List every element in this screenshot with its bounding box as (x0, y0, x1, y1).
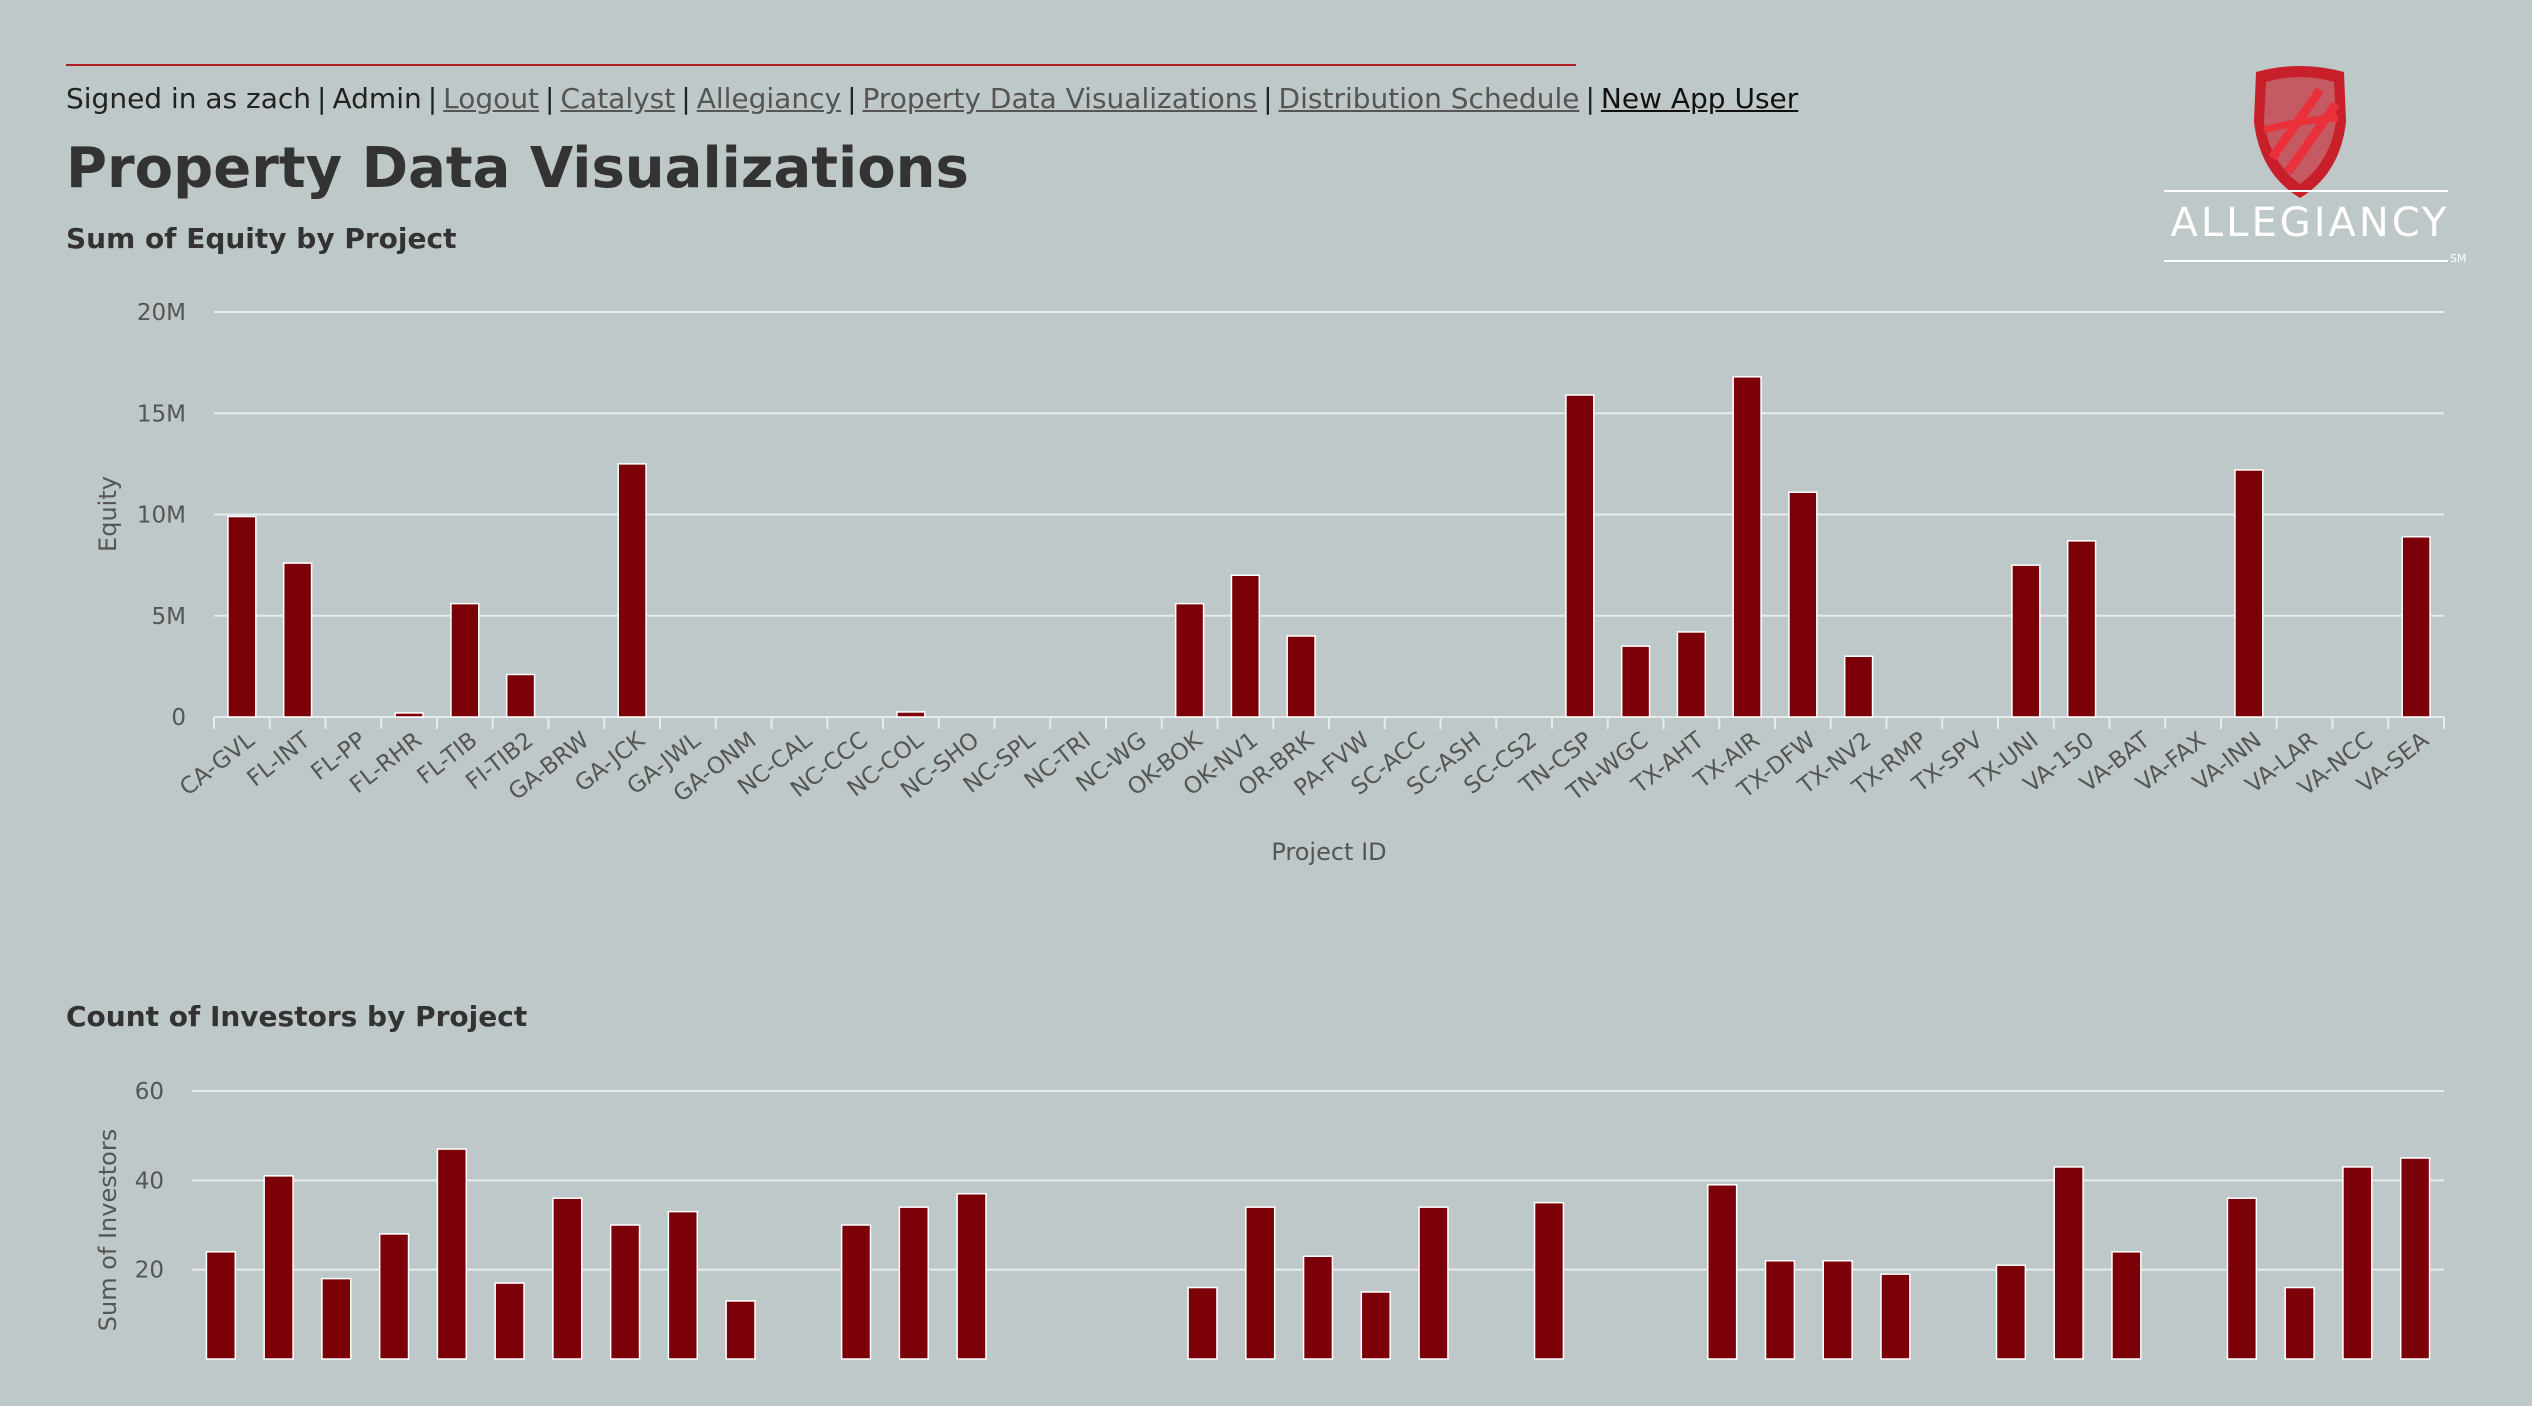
y-tick-label: 10M (137, 503, 186, 529)
bar[interactable] (617, 463, 647, 718)
bar[interactable] (494, 1282, 525, 1360)
bar[interactable] (725, 1300, 756, 1360)
bar[interactable] (1620, 645, 1651, 718)
bar[interactable] (2399, 1157, 2431, 1360)
bar[interactable] (898, 1206, 929, 1360)
bar[interactable] (321, 1277, 352, 1360)
bar[interactable] (2401, 536, 2431, 718)
bar[interactable] (609, 1224, 641, 1360)
bar[interactable] (1533, 1201, 1565, 1360)
x-axis-label: Project ID (1271, 838, 1386, 866)
bar[interactable] (1880, 1273, 1911, 1360)
y-tick-label: 60 (135, 1079, 164, 1105)
y-tick-label: 5M (152, 604, 186, 630)
y-axis-label: Equity (94, 476, 122, 552)
bar[interactable] (1822, 1259, 1853, 1360)
bar[interactable] (1676, 631, 1707, 718)
distribution-schedule-link[interactable]: Distribution Schedule (1278, 82, 1580, 115)
bar[interactable] (1286, 635, 1316, 718)
allegiancy-logo[interactable]: ALLEGIANCY SM (2160, 62, 2466, 272)
x-tick-label: CA-GVL (175, 727, 260, 801)
top-nav: Signed in as zach | Admin | Logout | Catalyst |… (66, 82, 1799, 115)
new-app-user-link[interactable]: New App User (1600, 82, 1799, 115)
logo-rule-top (2164, 190, 2448, 192)
y-axis-label: Sum of Investors (94, 1129, 122, 1331)
bar[interactable] (2053, 1166, 2084, 1360)
bar[interactable] (1302, 1255, 1334, 1360)
bar[interactable] (1764, 1259, 1796, 1360)
bar[interactable] (1245, 1206, 1276, 1360)
bar[interactable] (1174, 602, 1205, 718)
bar[interactable] (2111, 1251, 2142, 1360)
bar[interactable] (1418, 1206, 1449, 1360)
investors-chart-title: Count of Investors by Project (66, 1000, 528, 1033)
y-tick-label: 0 (171, 705, 186, 731)
bar[interactable] (2284, 1286, 2315, 1360)
logout-link[interactable]: Logout (443, 82, 540, 115)
bar[interactable] (2342, 1166, 2373, 1360)
bar[interactable] (227, 515, 257, 718)
bar[interactable] (436, 1148, 468, 1360)
y-tick-label: 20M (137, 300, 186, 326)
bar[interactable] (205, 1251, 237, 1360)
role-text: Admin (332, 82, 422, 115)
bar[interactable] (1732, 376, 1762, 718)
bar[interactable] (840, 1224, 872, 1360)
catalyst-link[interactable]: Catalyst (560, 82, 676, 115)
signed-in-text: Signed in as zach (66, 82, 312, 115)
bar[interactable] (2011, 564, 2041, 718)
property-data-visualizations-link[interactable]: Property Data Visualizations (862, 82, 1258, 115)
logo-sm-mark: SM (2450, 252, 2467, 265)
bar[interactable] (552, 1197, 583, 1360)
bar[interactable] (282, 562, 313, 718)
bar[interactable] (1788, 491, 1818, 718)
bar[interactable] (1230, 574, 1261, 718)
bar[interactable] (2234, 469, 2264, 718)
page-title: Property Data Visualizations (66, 136, 969, 201)
bar[interactable] (2066, 540, 2097, 718)
y-tick-label: 15M (137, 401, 186, 427)
allegiancy-link[interactable]: Allegiancy (696, 82, 842, 115)
bar[interactable] (394, 712, 424, 718)
x-tick-label: FL-INT (243, 727, 316, 792)
bar[interactable] (1187, 1286, 1218, 1360)
top-rule (66, 64, 1576, 66)
bar[interactable] (896, 711, 926, 718)
bar[interactable] (1707, 1184, 1738, 1360)
y-tick-label: 20 (135, 1258, 164, 1284)
y-tick-label: 40 (135, 1168, 164, 1194)
bar[interactable] (378, 1233, 410, 1360)
bar[interactable] (667, 1210, 699, 1360)
bar[interactable] (505, 673, 536, 718)
logo-text: ALLEGIANCY (2170, 200, 2450, 246)
bar[interactable] (1995, 1264, 2027, 1360)
bar[interactable] (956, 1192, 987, 1360)
bar[interactable] (1843, 655, 1874, 718)
equity-bar-chart: 05M10M15M20MCA-GVLFL-INTFL-PPFL-RHRFL-TI… (94, 300, 2445, 866)
bar[interactable] (1565, 394, 1595, 718)
equity-chart-title: Sum of Equity by Project (66, 222, 457, 255)
investors-bar-chart: 20 40 60 Sum of Investors (94, 1079, 2444, 1360)
bar[interactable] (263, 1175, 294, 1360)
bar[interactable] (1360, 1291, 1391, 1360)
bar[interactable] (2226, 1197, 2258, 1360)
bar[interactable] (450, 602, 480, 718)
shield-icon (2254, 66, 2346, 198)
logo-rule-bottom (2164, 260, 2448, 262)
